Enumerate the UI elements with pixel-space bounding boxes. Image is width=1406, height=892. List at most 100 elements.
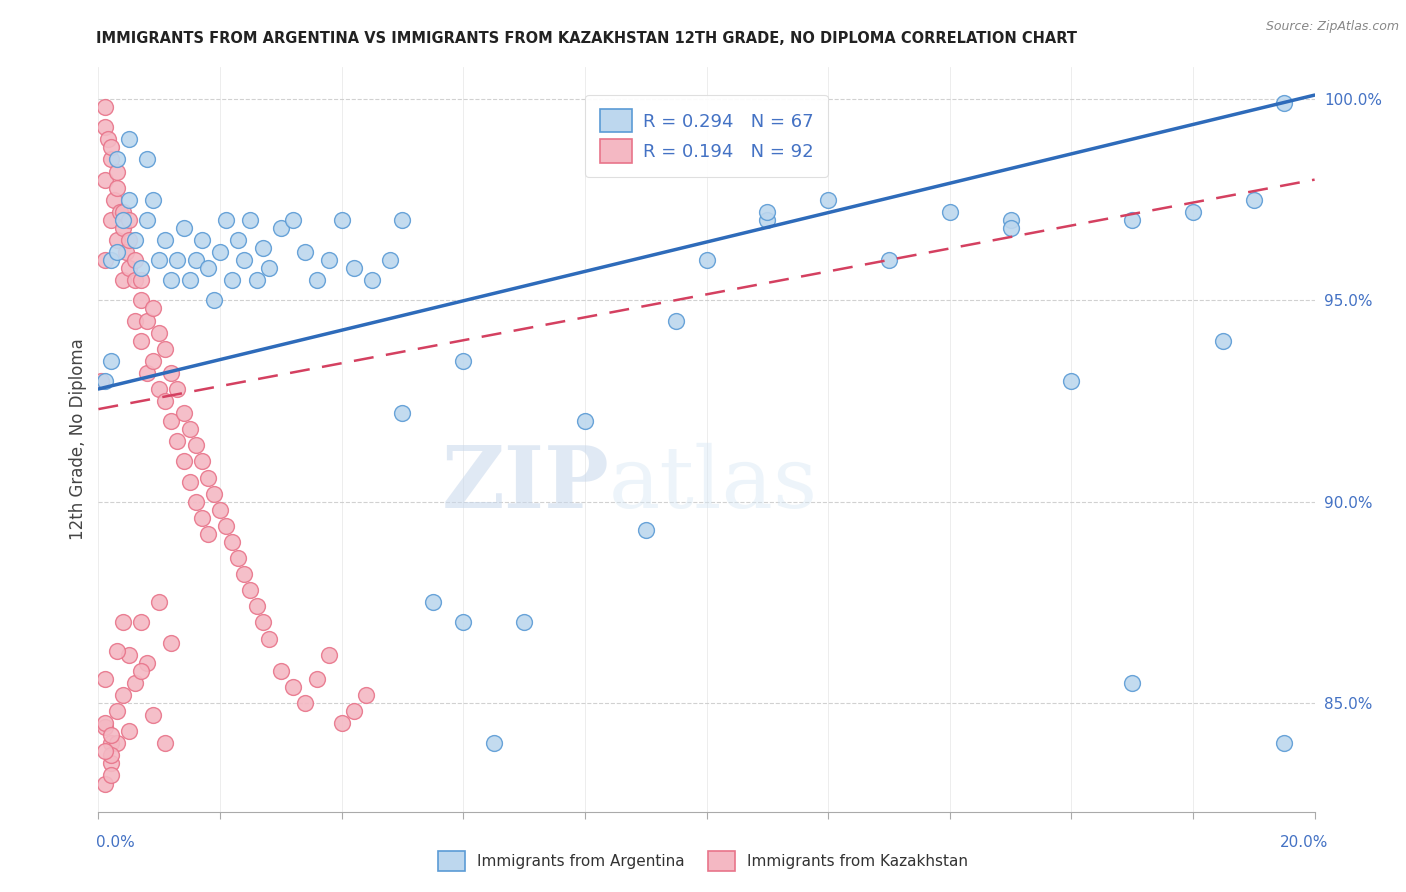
Point: [221, 535, 243, 549]
Point: [105, 153, 128, 167]
Point: [142, 193, 165, 207]
Point: [93, 672, 115, 686]
Point: [93, 716, 115, 731]
Point: [318, 253, 340, 268]
Point: [111, 615, 134, 630]
Point: [124, 233, 146, 247]
Point: [136, 213, 159, 227]
Point: [191, 511, 214, 525]
Point: [100, 253, 122, 268]
Point: [197, 470, 219, 484]
Point: [422, 595, 444, 609]
Point: [155, 394, 177, 409]
Point: [1000, 213, 1022, 227]
Point: [100, 748, 122, 763]
Point: [257, 632, 280, 646]
Point: [111, 204, 134, 219]
Point: [513, 615, 536, 630]
Point: [226, 233, 249, 247]
Point: [111, 273, 134, 287]
Point: [482, 736, 505, 750]
Point: [294, 245, 316, 260]
Point: [142, 708, 165, 723]
Point: [124, 313, 146, 327]
Point: [257, 261, 280, 276]
Y-axis label: 12th Grade, No Diploma: 12th Grade, No Diploma: [69, 338, 87, 541]
Point: [343, 261, 366, 276]
Point: [148, 253, 170, 268]
Point: [179, 273, 201, 287]
Point: [239, 583, 262, 598]
Point: [100, 353, 122, 368]
Point: [103, 193, 125, 207]
Point: [380, 253, 402, 268]
Point: [166, 253, 188, 268]
Point: [93, 120, 115, 135]
Point: [184, 438, 207, 452]
Point: [453, 615, 475, 630]
Point: [96, 132, 118, 146]
Point: [215, 519, 238, 533]
Point: [100, 756, 122, 771]
Point: [160, 414, 183, 428]
Point: [209, 502, 232, 516]
Point: [1121, 213, 1143, 227]
Point: [294, 696, 316, 710]
Legend: Immigrants from Argentina, Immigrants from Kazakhstan: Immigrants from Argentina, Immigrants fr…: [432, 846, 974, 877]
Point: [148, 595, 170, 609]
Point: [118, 648, 141, 662]
Point: [197, 527, 219, 541]
Point: [281, 213, 304, 227]
Point: [155, 233, 177, 247]
Point: [129, 273, 152, 287]
Point: [939, 204, 962, 219]
Point: [209, 245, 232, 260]
Point: [226, 551, 249, 566]
Point: [129, 334, 152, 348]
Legend: R = 0.294   N = 67, R = 0.194   N = 92: R = 0.294 N = 67, R = 0.194 N = 92: [585, 95, 828, 178]
Point: [233, 567, 256, 582]
Point: [111, 213, 134, 227]
Point: [93, 100, 115, 114]
Point: [136, 366, 159, 380]
Point: [118, 261, 141, 276]
Point: [361, 273, 384, 287]
Point: [307, 273, 329, 287]
Point: [202, 293, 225, 308]
Point: [93, 374, 115, 388]
Point: [270, 664, 292, 678]
Text: 20.0%: 20.0%: [1281, 835, 1329, 849]
Point: [100, 768, 122, 782]
Point: [155, 342, 177, 356]
Point: [1272, 736, 1295, 750]
Point: [166, 382, 188, 396]
Point: [100, 213, 122, 227]
Point: [391, 406, 413, 420]
Point: [105, 180, 128, 194]
Point: [318, 648, 340, 662]
Point: [93, 744, 115, 758]
Point: [105, 164, 128, 178]
Point: [307, 672, 329, 686]
Point: [1212, 334, 1234, 348]
Point: [173, 221, 195, 235]
Point: [184, 253, 207, 268]
Point: [179, 475, 201, 489]
Point: [100, 153, 122, 167]
Point: [105, 643, 128, 657]
Point: [160, 366, 183, 380]
Point: [118, 233, 141, 247]
Point: [197, 261, 219, 276]
Point: [105, 245, 128, 260]
Point: [129, 261, 152, 276]
Point: [124, 253, 146, 268]
Text: atlas: atlas: [609, 442, 818, 525]
Point: [281, 680, 304, 694]
Point: [142, 301, 165, 316]
Point: [93, 253, 115, 268]
Point: [136, 313, 159, 327]
Text: IMMIGRANTS FROM ARGENTINA VS IMMIGRANTS FROM KAZAKHSTAN 12TH GRADE, NO DIPLOMA C: IMMIGRANTS FROM ARGENTINA VS IMMIGRANTS …: [96, 31, 1077, 46]
Point: [191, 454, 214, 468]
Point: [330, 213, 353, 227]
Point: [166, 434, 188, 449]
